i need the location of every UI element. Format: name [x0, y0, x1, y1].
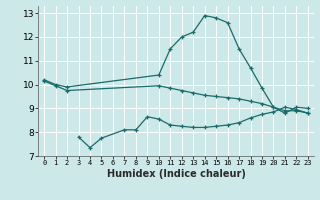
X-axis label: Humidex (Indice chaleur): Humidex (Indice chaleur): [107, 169, 245, 179]
